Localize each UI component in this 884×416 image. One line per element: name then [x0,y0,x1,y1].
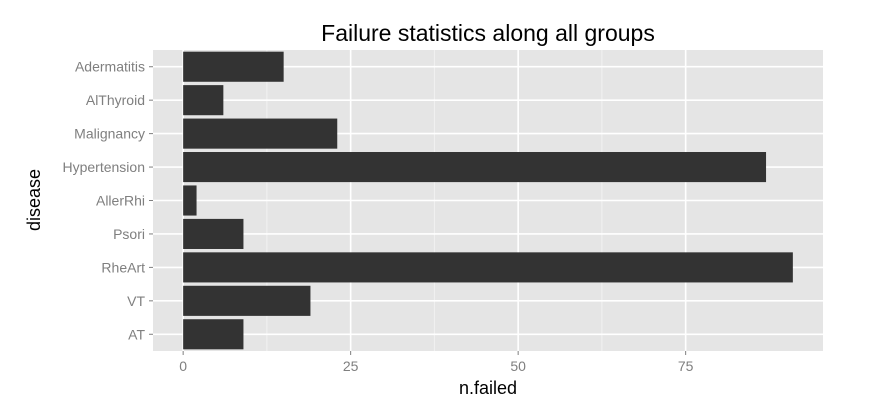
bar-hypertension [183,152,767,183]
y-tick-label: AlThyroid [86,92,145,108]
bars [183,51,793,350]
y-tick-label: Hypertension [63,159,146,175]
y-axis-title: disease [24,169,44,231]
y-tick-label: RheArt [101,259,145,275]
bar-adermatitis [183,51,284,82]
y-axis: AT VT RheArt Psori AllerRhi Hypertension Malig… [63,59,153,342]
y-tick-label: AT [128,326,145,342]
bar-allerrhi [183,185,197,216]
bar-malignancy [183,118,338,149]
bar-vt [183,285,311,316]
chart-title: Failure statistics along all groups [321,20,655,46]
bar-rheart [183,252,793,283]
bar-althyroid [183,85,224,116]
x-axis: 0 25 50 75 [179,351,694,374]
bar-at [183,319,244,350]
y-tick-label: Psori [113,226,145,242]
y-tick-label: Adermatitis [75,59,145,75]
y-tick-label: VT [127,293,145,309]
x-axis-title: n.failed [459,378,517,398]
x-tick-label: 25 [343,358,359,374]
y-tick-label: AllerRhi [96,193,145,209]
bar-psori [183,218,244,249]
y-tick-label: Malignancy [74,126,145,142]
x-tick-label: 0 [179,358,187,374]
x-tick-label: 75 [678,358,694,374]
x-tick-label: 50 [510,358,526,374]
